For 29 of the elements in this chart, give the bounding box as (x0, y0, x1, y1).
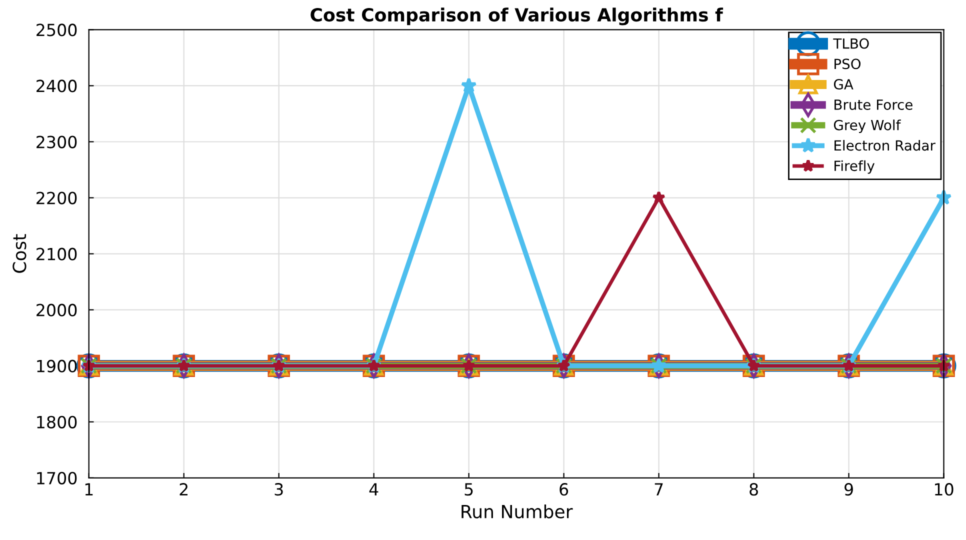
legend-label: PSO (834, 58, 861, 70)
y-tick-label: 2300 (36, 136, 77, 148)
x-tick-label: 1 (85, 483, 93, 496)
y-axis-title: Cost (12, 234, 26, 273)
x-tick-label: 7 (654, 483, 663, 496)
legend-label: Electron Radar (834, 140, 936, 151)
x-tick-label: 10 (935, 483, 954, 496)
legend-label: Brute Force (834, 100, 912, 110)
y-tick-label: 2000 (36, 304, 77, 316)
x-tick-label: 2 (180, 483, 188, 496)
chart-title: Cost Comparison of Various Algorithms f (310, 8, 724, 26)
x-tick-label: 6 (560, 483, 568, 496)
x-tick-label: 8 (750, 483, 758, 496)
y-tick-label: 1900 (37, 360, 77, 372)
x-tick-label: 5 (464, 483, 473, 496)
legend-label: TLBO (833, 38, 869, 49)
legend-label: Grey Wolf (834, 120, 901, 134)
y-tick-label: 1700 (37, 472, 77, 484)
y-tick-label: 2100 (36, 248, 77, 260)
y-tick-label: 2200 (36, 192, 77, 204)
legend-label: GA (834, 79, 854, 90)
x-tick-label: 9 (844, 483, 853, 496)
y-tick-label: 2400 (36, 80, 77, 92)
y-tick-label: 2500 (36, 24, 77, 36)
y-tick-label: 1800 (37, 416, 77, 428)
x-tick-label: 3 (274, 483, 283, 496)
x-axis-title: Run Number (462, 504, 573, 518)
x-tick-label: 4 (369, 483, 378, 496)
legend-label: Firefly (834, 160, 875, 174)
